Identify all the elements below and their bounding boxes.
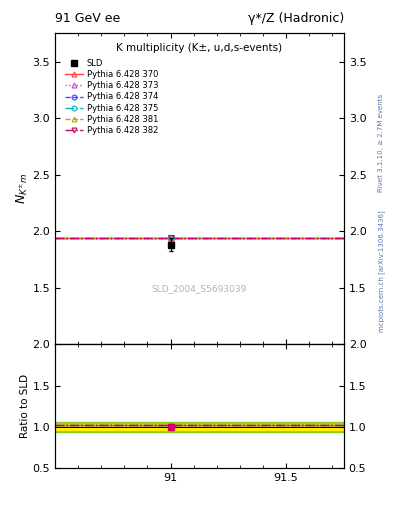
Text: Rivet 3.1.10, ≥ 2.7M events: Rivet 3.1.10, ≥ 2.7M events <box>378 94 384 193</box>
Text: γ*/Z (Hadronic): γ*/Z (Hadronic) <box>248 12 344 25</box>
Text: SLD_2004_S5693039: SLD_2004_S5693039 <box>152 284 247 293</box>
Legend: SLD, Pythia 6.428 370, Pythia 6.428 373, Pythia 6.428 374, Pythia 6.428 375, Pyt: SLD, Pythia 6.428 370, Pythia 6.428 373,… <box>65 59 158 135</box>
Text: mcplots.cern.ch [arXiv:1306.3436]: mcplots.cern.ch [arXiv:1306.3436] <box>378 210 385 332</box>
Bar <box>55 422 344 432</box>
Bar <box>55 424 344 430</box>
Y-axis label: Ratio to SLD: Ratio to SLD <box>20 374 29 438</box>
Y-axis label: $N_{K^{\pm}m}$: $N_{K^{\pm}m}$ <box>15 173 29 204</box>
Text: 91 GeV ee: 91 GeV ee <box>55 12 120 25</box>
Text: K multiplicity (K±, u,d,s-events): K multiplicity (K±, u,d,s-events) <box>116 42 283 53</box>
